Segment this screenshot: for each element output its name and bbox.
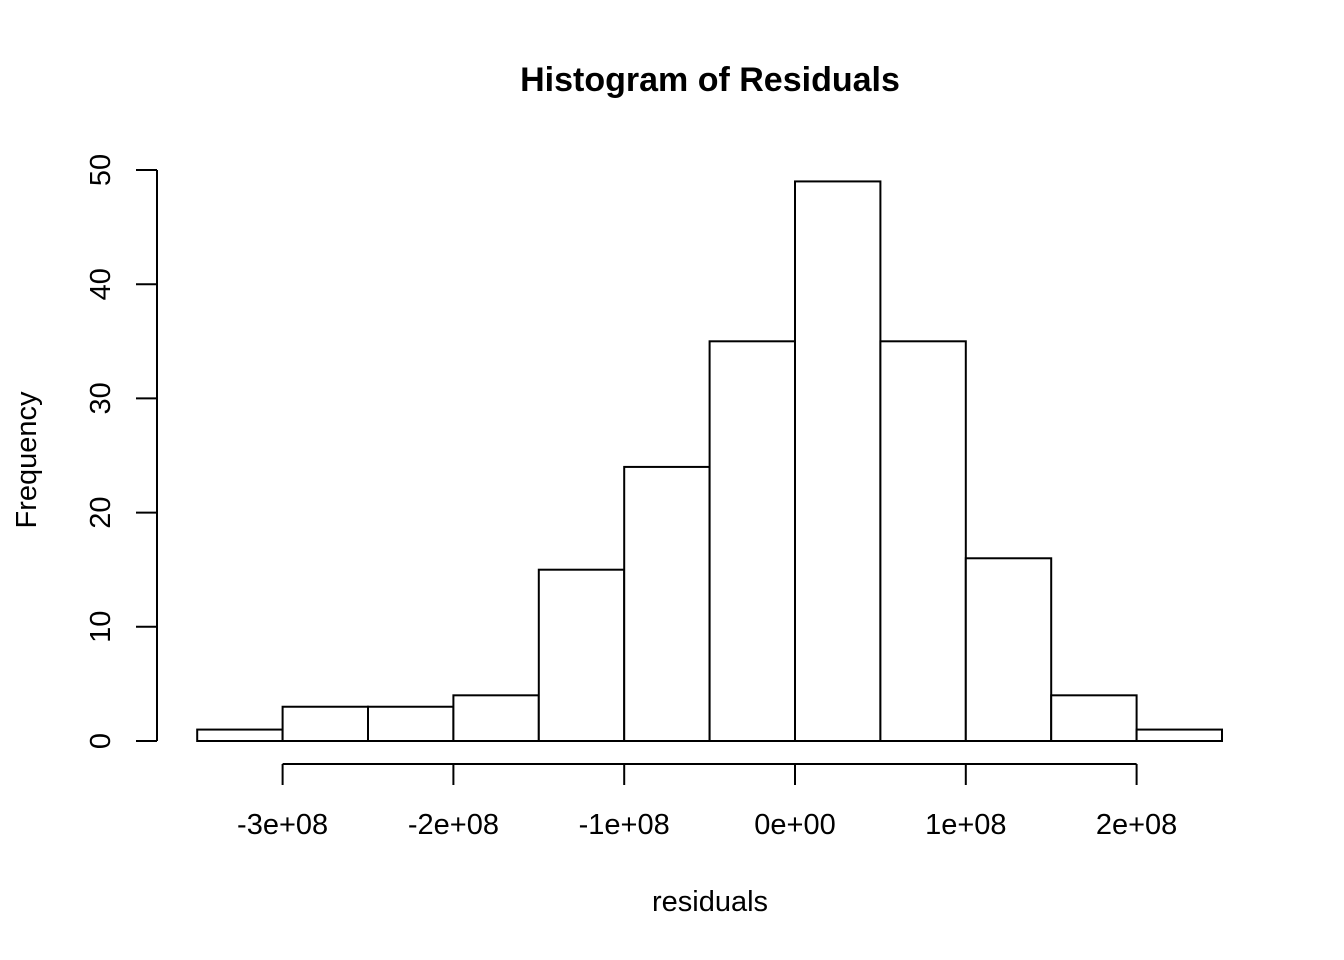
x-tick-label-4: 1e+08 bbox=[925, 809, 1006, 841]
histogram-bar-3 bbox=[452, 694, 540, 743]
histogram-bar-1 bbox=[281, 705, 370, 742]
y-tick-label-2: 20 bbox=[85, 496, 117, 528]
y-tick-label-4: 40 bbox=[85, 268, 117, 300]
x-tick-label-0: -3e+08 bbox=[237, 809, 328, 841]
histogram-bar-8 bbox=[879, 340, 967, 742]
x-axis: -3e+08 -2e+08 -1e+08 0e+00 1e+08 2e+08 bbox=[237, 763, 1177, 841]
x-tick-label-5: 2e+08 bbox=[1096, 809, 1177, 841]
y-tick-label-1: 10 bbox=[85, 611, 117, 643]
x-tick-label-1: -2e+08 bbox=[408, 809, 499, 841]
histogram-bar-10 bbox=[1050, 694, 1138, 743]
histogram-bar-4 bbox=[537, 568, 626, 743]
y-axis: 0 10 20 30 40 50 bbox=[85, 154, 158, 749]
x-tick-label-3: 0e+00 bbox=[754, 809, 835, 841]
y-tick-label-3: 30 bbox=[85, 382, 117, 414]
y-axis-label: Frequency bbox=[11, 391, 43, 529]
histogram-bar-9 bbox=[964, 557, 1053, 743]
histogram-bar-11 bbox=[1135, 728, 1223, 743]
histogram-bar-6 bbox=[708, 340, 796, 742]
x-tick-label-2: -1e+08 bbox=[579, 809, 670, 841]
histogram-bar-5 bbox=[623, 465, 711, 742]
y-tick-label-5: 50 bbox=[85, 154, 117, 186]
histogram-bar-7 bbox=[794, 180, 882, 743]
y-tick-label-0: 0 bbox=[85, 733, 117, 749]
chart-title: Histogram of Residuals bbox=[520, 61, 900, 99]
histogram-bar-2 bbox=[367, 705, 455, 742]
histogram-bars bbox=[196, 180, 1223, 743]
histogram-bar-0 bbox=[196, 728, 284, 743]
x-axis-label: residuals bbox=[652, 886, 768, 918]
